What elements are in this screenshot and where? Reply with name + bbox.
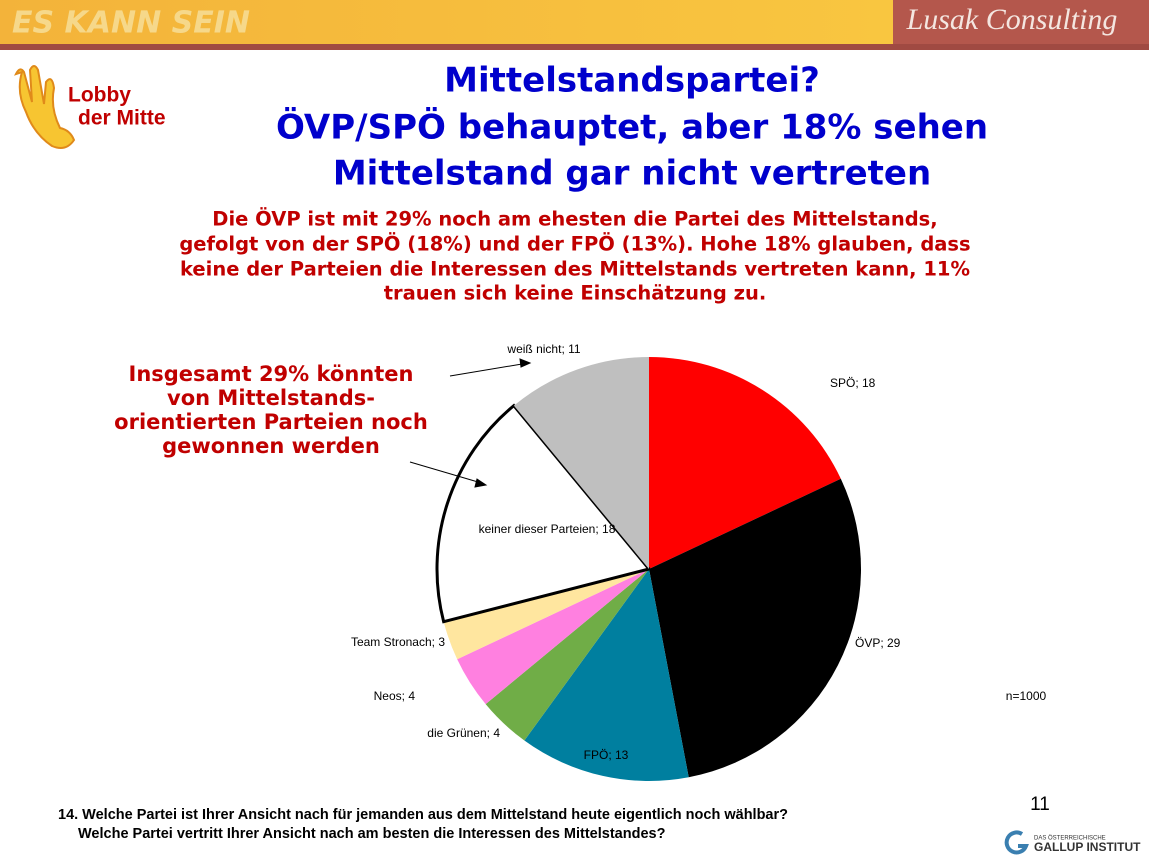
page-number: 11 (1030, 794, 1050, 815)
brand-small: DAS ÖSTERREICHISCHE (1034, 835, 1106, 842)
data-label: SPÖ; 18 (830, 376, 876, 390)
pie-slice (435, 403, 652, 624)
annotation: von Mittelstands- (167, 386, 375, 410)
subtitle: keine der Parteien die Interessen des Mi… (180, 258, 970, 281)
question: Welche Partei vertritt Ihrer Ansicht nac… (78, 826, 666, 842)
pie-slice (457, 569, 649, 705)
pie-slice (485, 569, 649, 741)
annotation: orientierten Parteien noch (114, 410, 428, 434)
pie-slice (513, 357, 649, 569)
header-bar (0, 0, 893, 44)
header-line (0, 44, 1149, 50)
brand: GALLUP INSTITUT (1034, 840, 1141, 854)
logo-text: der Mitte (78, 107, 166, 130)
pie-slice (649, 478, 861, 778)
data-label: keiner dieser Parteien; 18 (479, 522, 616, 536)
data-label: ÖVP; 29 (855, 636, 901, 650)
data-label: Team Stronach; 3 (351, 635, 445, 649)
gallup-logo: DAS ÖSTERREICHISCHE GALLUP INSTITUT (1004, 830, 1141, 855)
logo-text: Lobby (68, 84, 131, 107)
annotation: gewonnen werden (162, 434, 380, 458)
pie-slice (524, 569, 689, 781)
arrows (409, 358, 532, 488)
pie-slice (649, 357, 841, 569)
data-label: Neos; 4 (374, 689, 416, 703)
title: Mittelstandspartei? (444, 61, 820, 101)
question: 14. Welche Partei ist Ihrer Ansicht nach… (58, 807, 788, 823)
header-right-logo: Lusak Consulting (906, 3, 1118, 36)
subtitle: trauen sich keine Einschätzung zu. (384, 282, 767, 305)
subtitle: gefolgt von der SPÖ (18%) und der FPÖ (1… (179, 232, 970, 256)
header-bar-right (893, 0, 1149, 44)
sample-note: n=1000 (1006, 689, 1047, 703)
subtitle: Die ÖVP ist mit 29% noch am ehesten die … (212, 207, 937, 231)
pie: SPÖ; 18 ÖVP; 29 FPÖ; 13 die Grünen; 4 Neos; … (351, 342, 901, 781)
pie-slice (443, 569, 649, 660)
data-label: weiß nicht; 11 (506, 342, 580, 356)
data-label: FPÖ; 13 (584, 748, 629, 762)
title: ÖVP/SPÖ behauptet, aber 18% sehen (276, 107, 988, 148)
header-left-logo: ES KANN SEIN (12, 6, 250, 41)
data-label: die Grünen; 4 (427, 726, 500, 740)
lobby-logo: Lobby der Mitte (14, 65, 166, 149)
title: Mittelstand gar nicht vertreten (333, 154, 931, 194)
annotation: Insgesamt 29% könnten (129, 362, 414, 386)
